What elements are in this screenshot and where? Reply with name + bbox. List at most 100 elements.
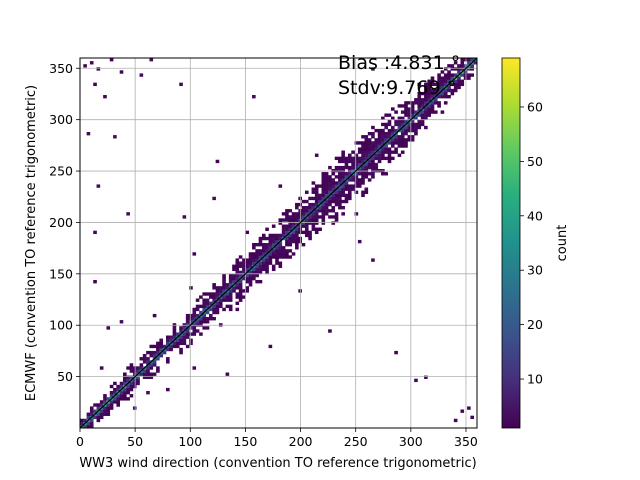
heatmap-cell — [427, 79, 431, 83]
heatmap-cell — [205, 298, 210, 302]
outlier-cell — [132, 406, 137, 410]
heatmap-cell — [351, 187, 355, 191]
heatmap-cell — [232, 276, 236, 281]
heatmap-cell — [172, 332, 177, 336]
heatmap-cell — [321, 190, 326, 194]
heatmap-cell — [344, 196, 349, 201]
heatmap-cell — [132, 378, 137, 383]
heatmap-cell — [288, 209, 293, 213]
heatmap-cell — [314, 230, 319, 235]
heatmap-cell — [457, 76, 461, 80]
heatmap-cell — [321, 218, 326, 222]
heatmap-cell — [238, 270, 243, 275]
heatmap-cell — [268, 261, 273, 265]
y-tick-label: 350 — [49, 61, 73, 76]
heatmap-cell — [156, 347, 160, 352]
heatmap-cell — [324, 199, 329, 204]
heatmap-cell — [205, 301, 210, 305]
heatmap-cell — [202, 317, 207, 321]
outlier-cell — [252, 95, 256, 99]
heatmap-cell — [338, 159, 342, 164]
heatmap-cell — [407, 128, 412, 133]
heatmap-cell — [347, 178, 352, 182]
heatmap-cell — [414, 110, 418, 114]
heatmap-cell — [218, 292, 223, 296]
heatmap-cell — [136, 366, 140, 370]
heatmap-cell — [288, 221, 293, 225]
heatmap-cell — [291, 221, 296, 225]
heatmap-cell — [106, 397, 111, 401]
heatmap-cell — [344, 199, 349, 204]
heatmap-cell — [341, 175, 345, 179]
heatmap-cell — [424, 98, 428, 102]
heatmap-cell — [387, 147, 392, 151]
heatmap-cell — [318, 206, 322, 210]
heatmap-cell — [321, 187, 326, 191]
heatmap-cell — [89, 421, 94, 426]
heatmap-cell — [123, 375, 127, 379]
heatmap-cell — [132, 369, 137, 373]
heatmap-cell — [202, 304, 207, 309]
heatmap-cell — [347, 196, 352, 201]
heatmap-cell — [311, 187, 316, 191]
heatmap-cell — [394, 150, 398, 154]
heatmap-cell — [308, 218, 312, 222]
heatmap-cell — [354, 181, 359, 185]
heatmap-cell — [248, 283, 253, 287]
heatmap-cell — [109, 406, 114, 410]
heatmap-cell — [278, 236, 283, 241]
heatmap-cell — [308, 236, 312, 241]
heatmap-cell — [328, 202, 332, 207]
heatmap-cell — [126, 375, 130, 379]
heatmap-cell — [109, 403, 114, 407]
heatmap-cell — [149, 363, 154, 367]
heatmap-cell — [225, 295, 230, 299]
heatmap-cell — [341, 153, 345, 157]
outlier-cell — [417, 82, 422, 87]
heatmap-cell — [225, 283, 230, 287]
heatmap-cell — [453, 79, 458, 83]
heatmap-cell — [96, 403, 101, 407]
outlier-cell — [394, 350, 398, 355]
heatmap-cell — [351, 184, 355, 188]
heatmap-cell — [344, 172, 349, 176]
heatmap-cell — [252, 255, 256, 259]
heatmap-cell — [278, 243, 283, 247]
heatmap-cell — [265, 267, 269, 272]
heatmap-cell — [381, 172, 385, 176]
heatmap-cell — [367, 153, 372, 157]
heatmap-cell — [235, 264, 240, 268]
colorbar-tick-label: 50 — [527, 154, 543, 169]
heatmap-cell — [397, 125, 402, 130]
heatmap-cell — [238, 283, 243, 287]
heatmap-cell — [89, 418, 94, 423]
heatmap-cell — [364, 156, 369, 161]
heatmap-cell — [182, 341, 187, 346]
heatmap-cell — [463, 76, 468, 80]
heatmap-cell — [209, 307, 213, 312]
outlier-cell — [182, 215, 187, 219]
heatmap-cell — [225, 304, 230, 309]
heatmap-cell — [212, 307, 216, 312]
heatmap-cell — [427, 91, 431, 96]
heatmap-cell — [291, 212, 296, 216]
heatmap-cell — [215, 292, 220, 296]
outlier-cell — [354, 212, 359, 216]
heatmap-cell — [182, 335, 187, 339]
outlier-cell — [212, 196, 216, 201]
heatmap-cell — [347, 159, 352, 164]
heatmap-cell — [308, 202, 312, 207]
heatmap-cell — [209, 317, 213, 321]
heatmap-cell — [275, 249, 279, 253]
heatmap-cell — [328, 209, 332, 213]
heatmap-cell — [258, 261, 263, 265]
heatmap-cell — [129, 366, 134, 370]
heatmap-cell — [377, 141, 382, 145]
heatmap-cell — [218, 286, 223, 290]
heatmap-cell — [424, 85, 428, 90]
heatmap-cell — [228, 307, 233, 312]
heatmap-cell — [238, 264, 243, 268]
heatmap-cell — [103, 409, 107, 413]
heatmap-cell — [281, 224, 286, 228]
x-tick-label: 150 — [233, 434, 257, 449]
